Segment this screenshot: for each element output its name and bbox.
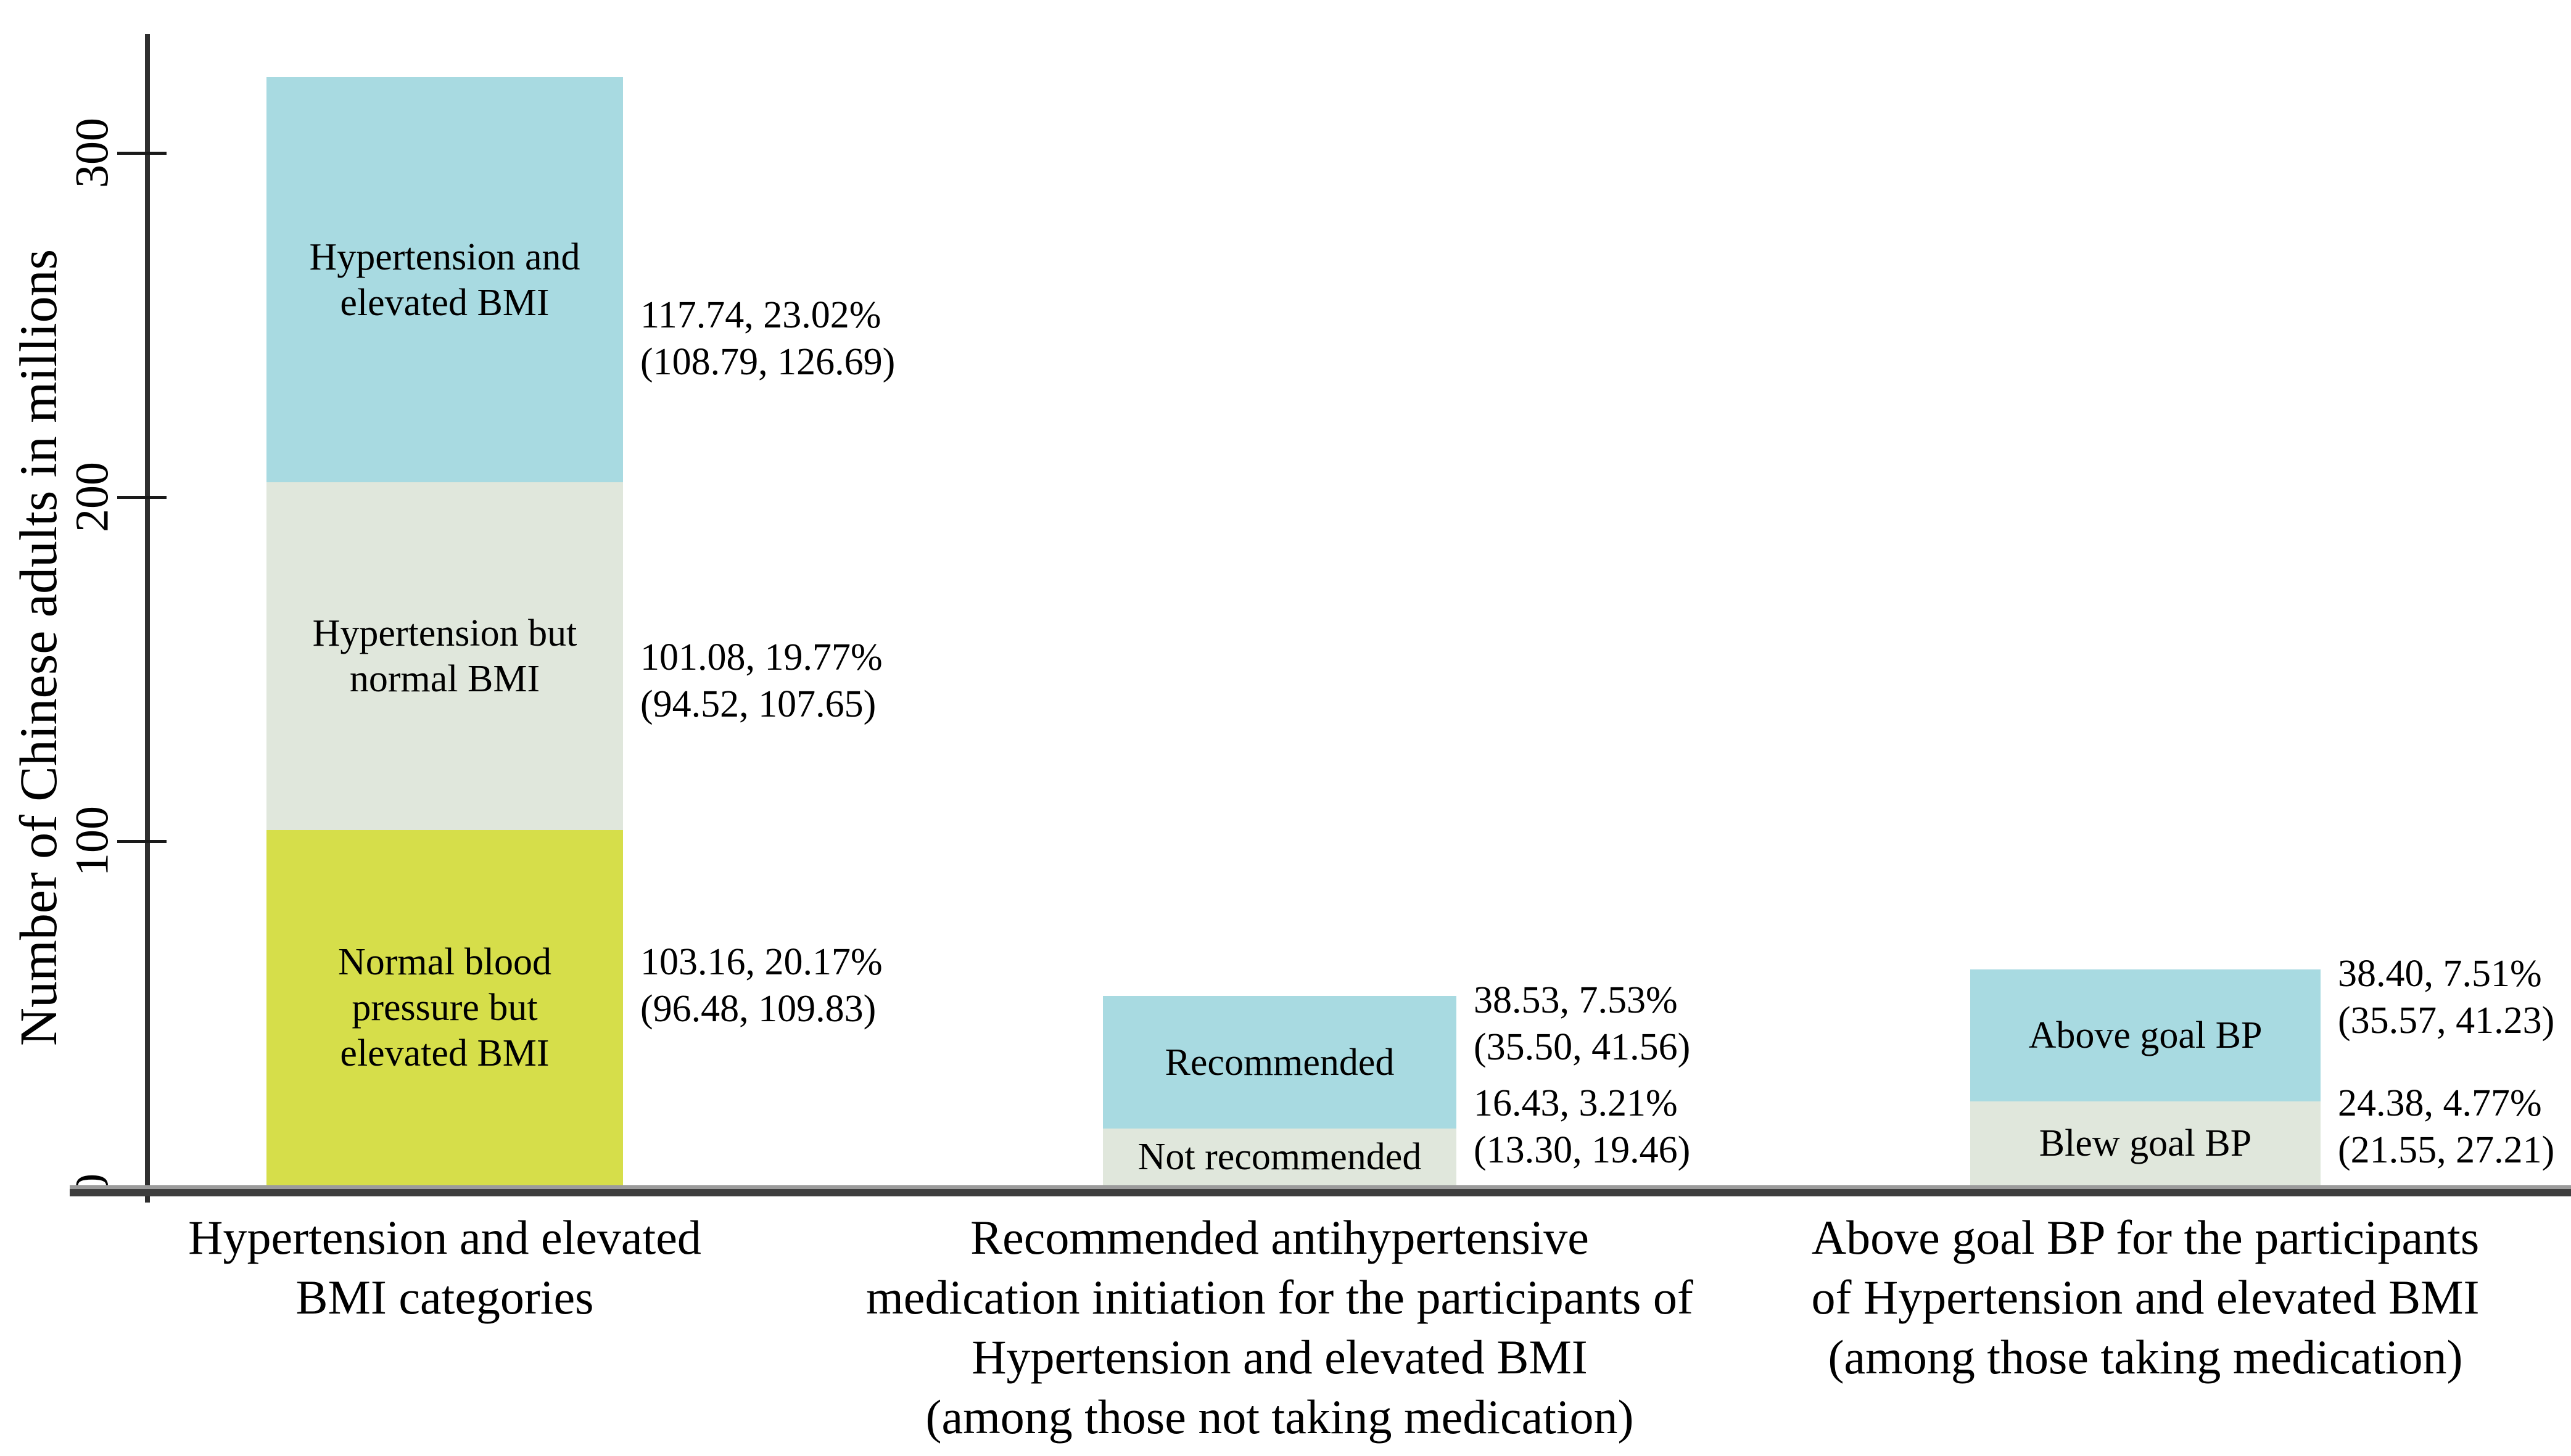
x-axis-label-line: Hypertension and elevated bbox=[188, 1211, 701, 1264]
segment-label-line: elevated BMI bbox=[340, 1032, 550, 1075]
x-axis-label-2: Above goal BP for the participants of Hyp… bbox=[1374, 1207, 2571, 1387]
annotation-line: 38.40, 7.51% bbox=[2338, 952, 2542, 995]
annotation-line: (94.52, 107.65) bbox=[640, 683, 877, 726]
segment-label-line: elevated BMI bbox=[340, 281, 550, 324]
annotation-line: (21.55, 27.21) bbox=[2338, 1129, 2555, 1171]
x-axis-label-line: medication initiation for the participan… bbox=[866, 1270, 1693, 1324]
bar-1-segment-not-recommended bbox=[1103, 1129, 1456, 1185]
bar-1-segment-label-not-recommended: Not recommended bbox=[1103, 1134, 1456, 1180]
segment-label-line: Recommended bbox=[1165, 1041, 1395, 1084]
bar-1-segment-recommended bbox=[1103, 996, 1456, 1129]
segment-label-line: Above goal BP bbox=[2028, 1014, 2263, 1056]
bar-2-segment-label-blew-goal-bp: Blew goal BP bbox=[1970, 1121, 2321, 1166]
annotation-line: (96.48, 109.83) bbox=[640, 988, 877, 1030]
x-baseline-highlight bbox=[70, 1185, 2571, 1189]
bar-0-segment-label-normal-blood-pressure-but-elevated-bmi: Normal blood pressure but elevated BMI bbox=[266, 939, 623, 1076]
segment-label-line: normal BMI bbox=[349, 658, 540, 701]
y-tick-200 bbox=[117, 496, 167, 499]
bar-2-segment-above-goal-bp bbox=[1970, 969, 2321, 1101]
annotation-line: (108.79, 126.69) bbox=[640, 340, 896, 383]
segment-label-line: Hypertension and bbox=[309, 236, 580, 278]
bar-0-annotation-hypertension-but-normal-bmi: 101.08, 19.77% (94.52, 107.65) bbox=[640, 634, 883, 728]
annotation-line: (35.50, 41.56) bbox=[1474, 1026, 1691, 1069]
segment-label-line: Not recommended bbox=[1137, 1136, 1422, 1178]
segment-label-line: Normal blood bbox=[337, 941, 552, 984]
annotation-line: 103.16, 20.17% bbox=[640, 941, 883, 984]
bar-0-segment-normal-blood-pressure-but-elevated-bmi bbox=[266, 830, 623, 1185]
annotation-line: (13.30, 19.46) bbox=[1474, 1129, 1691, 1171]
annotation-line: 24.38, 4.77% bbox=[2338, 1082, 2542, 1124]
annotation-line: (35.57, 41.23) bbox=[2338, 999, 2555, 1042]
segment-label-line: pressure but bbox=[352, 987, 538, 1029]
y-axis-line bbox=[145, 34, 150, 1194]
bar-1-segment-label-recommended: Recommended bbox=[1103, 1040, 1456, 1085]
bar-2-segment-blew-goal-bp bbox=[1970, 1101, 2321, 1185]
bar-2-annotation-blew-goal-bp: 24.38, 4.77% (21.55, 27.21) bbox=[2338, 1080, 2554, 1174]
x-axis-label-line: BMI categories bbox=[295, 1270, 594, 1324]
annotation-line: 101.08, 19.77% bbox=[640, 636, 883, 679]
x-axis-label-line: Hypertension and elevated BMI bbox=[972, 1330, 1588, 1384]
x-axis-label-line: (among those not taking medication) bbox=[925, 1390, 1634, 1444]
x-axis-label-line: Recommended antihypertensive bbox=[970, 1211, 1589, 1264]
bar-0-segment-label-hypertension-but-normal-bmi: Hypertension but normal BMI bbox=[266, 611, 623, 702]
x-axis-label-line: (among those taking medication) bbox=[1828, 1330, 2463, 1384]
bar-0-annotation-hypertension-and-elevated-bmi: 117.74, 23.02% (108.79, 126.69) bbox=[640, 292, 895, 385]
x-axis-label-1: Recommended antihypertensive medication i… bbox=[509, 1207, 2051, 1447]
bar-1-annotation-recommended: 38.53, 7.53% (35.50, 41.56) bbox=[1474, 977, 1690, 1071]
x-axis-label-0: Hypertension and elevated BMI categories bbox=[0, 1207, 1216, 1327]
annotation-line: 117.74, 23.02% bbox=[640, 294, 881, 336]
bar-2-segment-label-above-goal-bp: Above goal BP bbox=[1970, 1013, 2321, 1058]
y-tick-100 bbox=[117, 840, 167, 843]
bar-0-annotation-normal-blood-pressure-but-elevated-bmi: 103.16, 20.17% (96.48, 109.83) bbox=[640, 939, 883, 1032]
x-axis-label-line: of Hypertension and elevated BMI bbox=[1811, 1270, 2480, 1324]
bar-2-annotation-above-goal-bp: 38.40, 7.51% (35.57, 41.23) bbox=[2338, 950, 2554, 1044]
segment-label-line: Blew goal BP bbox=[2039, 1122, 2252, 1164]
x-baseline bbox=[70, 1189, 2571, 1196]
bar-0-segment-hypertension-and-elevated-bmi bbox=[266, 77, 623, 483]
bar-0-segment-hypertension-but-normal-bmi bbox=[266, 482, 623, 831]
x-axis-label-line: Above goal BP for the participants bbox=[1811, 1211, 2480, 1264]
annotation-line: 38.53, 7.53% bbox=[1474, 979, 1678, 1022]
bar-0-segment-label-hypertension-and-elevated-bmi: Hypertension and elevated BMI bbox=[266, 234, 623, 326]
annotation-line: 16.43, 3.21% bbox=[1474, 1082, 1678, 1124]
y-tick-300 bbox=[117, 152, 167, 155]
bar-1-annotation-not-recommended: 16.43, 3.21% (13.30, 19.46) bbox=[1474, 1080, 1690, 1174]
segment-label-line: Hypertension but bbox=[312, 612, 577, 655]
